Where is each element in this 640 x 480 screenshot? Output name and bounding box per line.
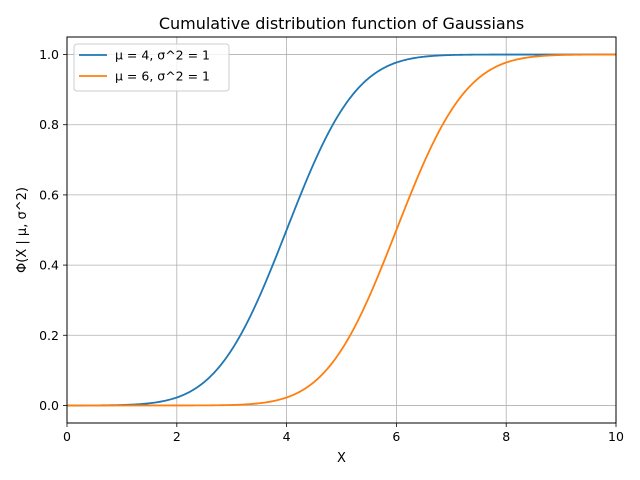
series-line-1 <box>67 53 616 407</box>
x-tick-label: 8 <box>502 429 510 444</box>
y-tick-label: 0.2 <box>39 328 59 343</box>
y-tick-label: 0.6 <box>39 187 59 202</box>
x-tick-label: 10 <box>608 429 624 444</box>
y-tick-label: 0.0 <box>39 398 59 413</box>
y-tick-label: 0.4 <box>39 258 59 273</box>
axis-ticks: 0 2 4 6 8 10 0.0 0.2 0.4 0.6 0.8 1.0 <box>39 47 624 444</box>
x-tick-label: 4 <box>283 429 291 444</box>
x-tick-label: 0 <box>63 429 71 444</box>
series-line-2 <box>67 53 616 407</box>
y-tick-label: 0.8 <box>39 117 59 132</box>
legend-label-1: μ = 4, σ^2 = 1 <box>115 48 210 63</box>
legend-box <box>73 43 230 92</box>
legend-label-2: μ = 6, σ^2 = 1 <box>115 69 210 84</box>
grid <box>66 37 617 423</box>
y-axis-label: Φ(X | μ, σ^2) <box>15 187 30 273</box>
plot-series <box>67 53 616 407</box>
x-axis-label: X <box>337 451 346 466</box>
axes-frame <box>66 36 617 424</box>
legend: μ = 4, σ^2 = 1 μ = 6, σ^2 = 1 <box>73 43 230 92</box>
chart-title: Cumulative distribution function of Gaus… <box>159 14 524 33</box>
x-tick-label: 6 <box>392 429 400 444</box>
x-tick-label: 2 <box>173 429 181 444</box>
y-tick-label: 1.0 <box>39 47 59 62</box>
